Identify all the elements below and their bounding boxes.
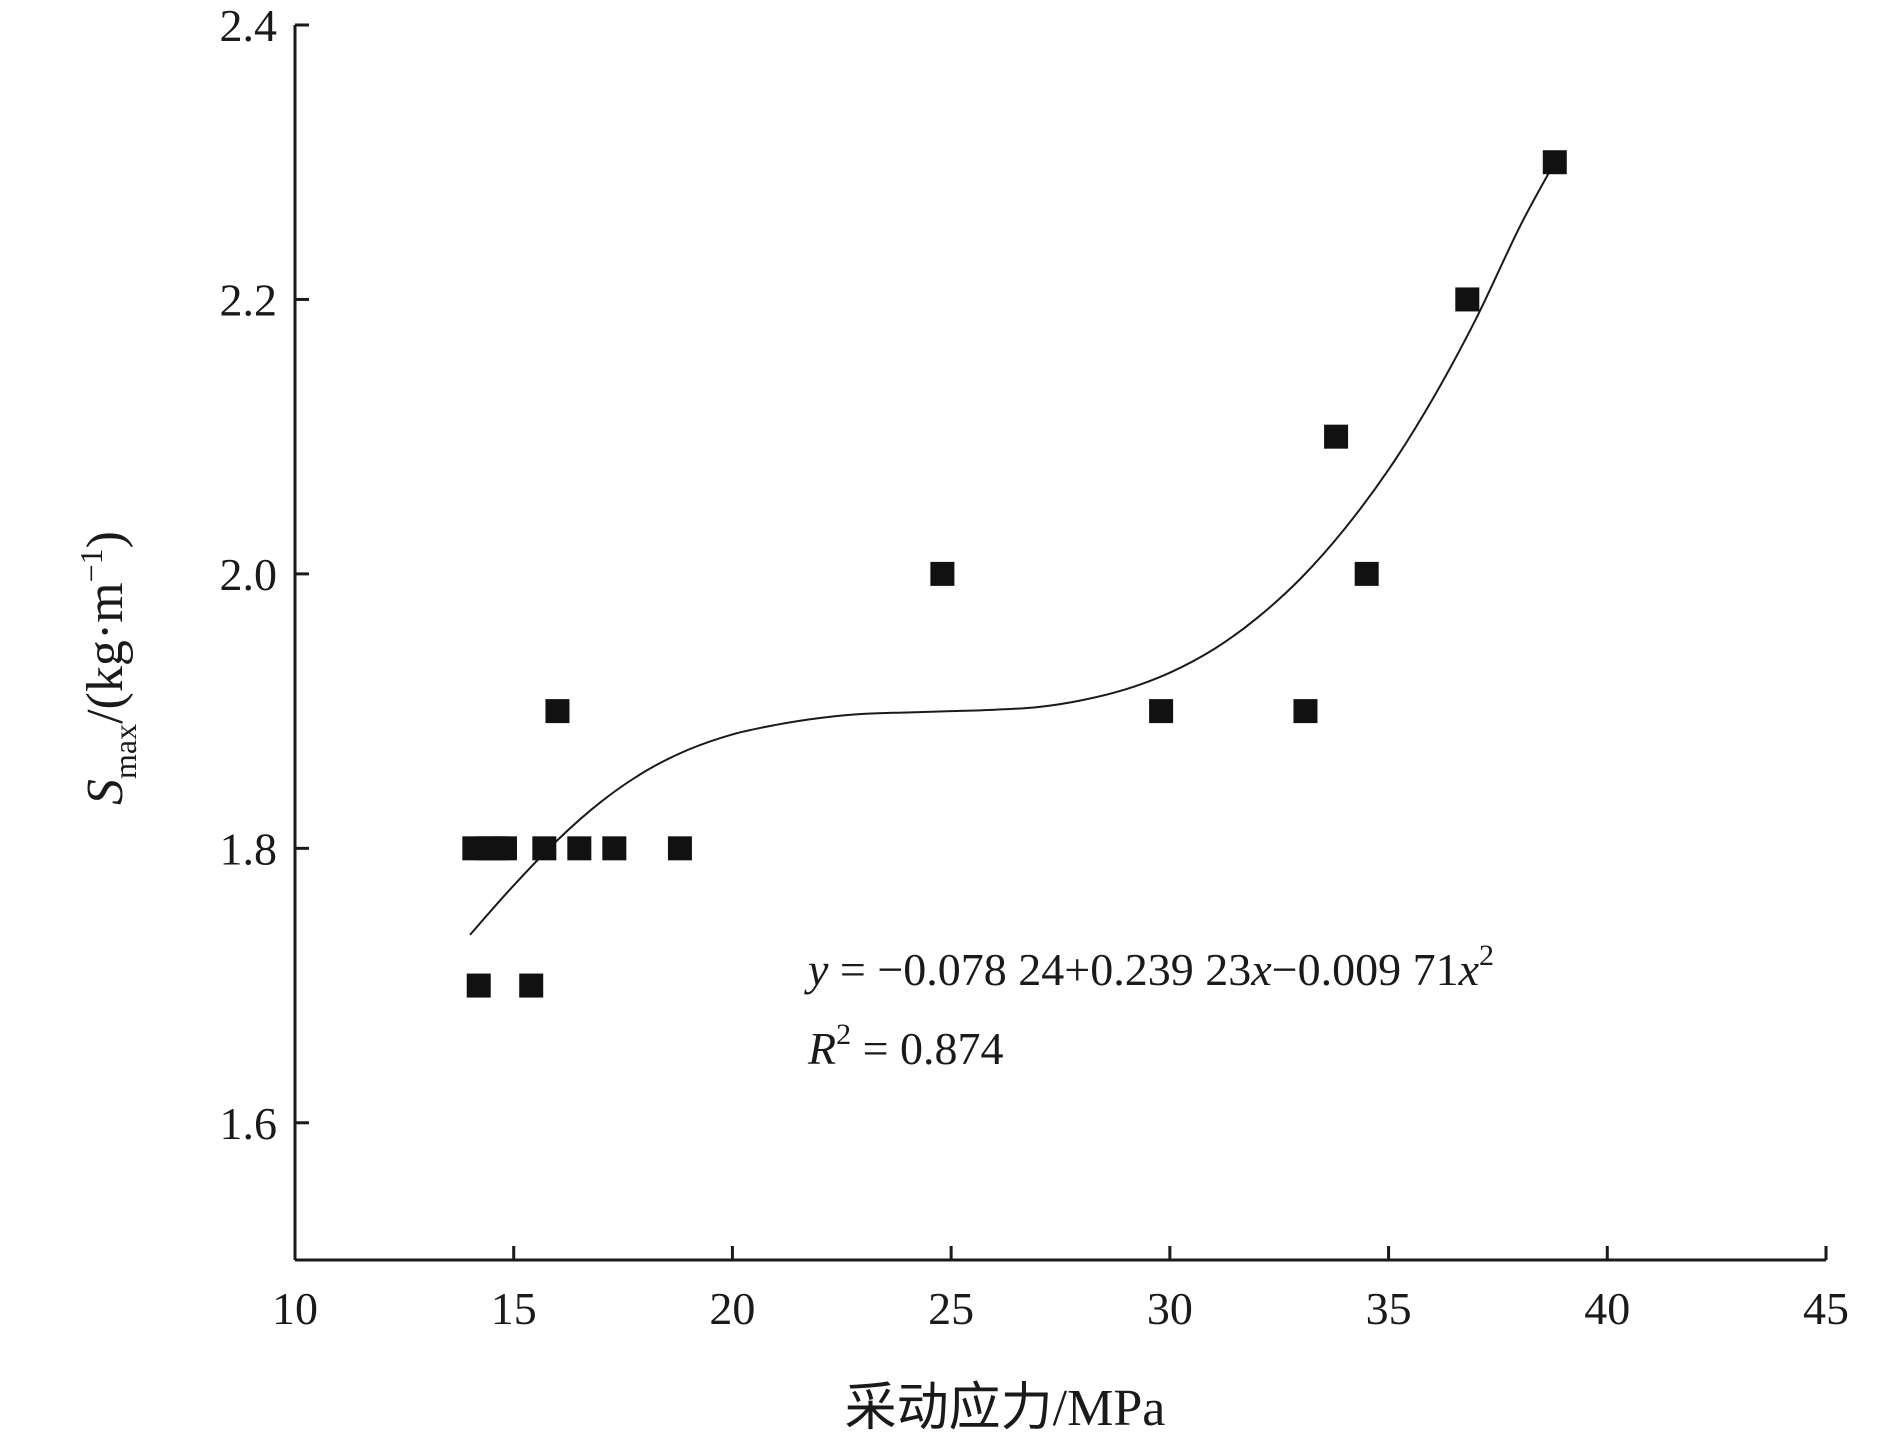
data-point [1293,699,1318,724]
data-point [545,699,570,724]
fit-curve [469,161,1556,936]
y-title-sub: max [107,724,143,779]
x-tick-label: 35 [1366,1283,1412,1334]
y-title-sup: −1 [73,548,109,582]
y-tick-label: 2.4 [220,0,278,51]
r2-sup: 2 [836,1018,851,1051]
y-axis-title: Smax/(kg·m−1) [73,531,143,805]
x-tick-label: 25 [928,1283,974,1334]
y-tick-label: 1.6 [220,1098,278,1149]
equation-sup: 2 [1479,939,1494,972]
data-points [462,150,1567,998]
data-point [532,836,557,861]
data-point [1354,561,1379,586]
x-axis-title: 采动应力/MPa [845,1380,1166,1432]
y-title-close: ) [77,531,134,548]
x-tick-label: 30 [1147,1283,1193,1334]
x-ticks: 10 15 20 25 30 35 40 45 [272,1246,1849,1334]
y-title-unit: /(kg·m [77,582,134,724]
y-tick-label: 2.2 [220,274,278,325]
data-point [1149,699,1174,724]
equation-x-var: x [1250,944,1272,995]
data-point [1542,150,1567,175]
equation-y-var: y [804,944,829,995]
x-tick-label: 20 [709,1283,755,1334]
data-point [492,836,517,861]
x-tick-label: 15 [491,1283,537,1334]
data-point [667,836,692,861]
y-tick-label: 2.0 [220,549,278,600]
data-point [602,836,627,861]
y-ticks: 1.6 1.8 2.0 2.2 2.4 [220,0,309,1149]
data-point [466,973,491,998]
data-point [930,561,955,586]
y-title-var: S [77,779,134,805]
data-point [567,836,592,861]
data-point [1455,287,1480,312]
data-point [519,973,544,998]
x-tick-label: 40 [1584,1283,1630,1334]
x-tick-label: 45 [1803,1283,1849,1334]
r-squared: R2 = 0.874 [807,1018,1004,1074]
r2-value: = 0.874 [851,1023,1003,1074]
y-tick-label: 1.8 [220,823,278,874]
equation-part1: = −0.078 24+0.239 23 [828,944,1251,995]
fit-equation: y = −0.078 24+0.239 23x−0.009 71x2 [804,939,1494,995]
data-point [1324,424,1349,449]
equation-x-var2: x [1458,944,1480,995]
r2-var: R [807,1023,836,1074]
axes [293,25,1826,1262]
equation-part2: −0.009 71 [1272,944,1459,995]
x-tick-label: 10 [272,1283,318,1334]
